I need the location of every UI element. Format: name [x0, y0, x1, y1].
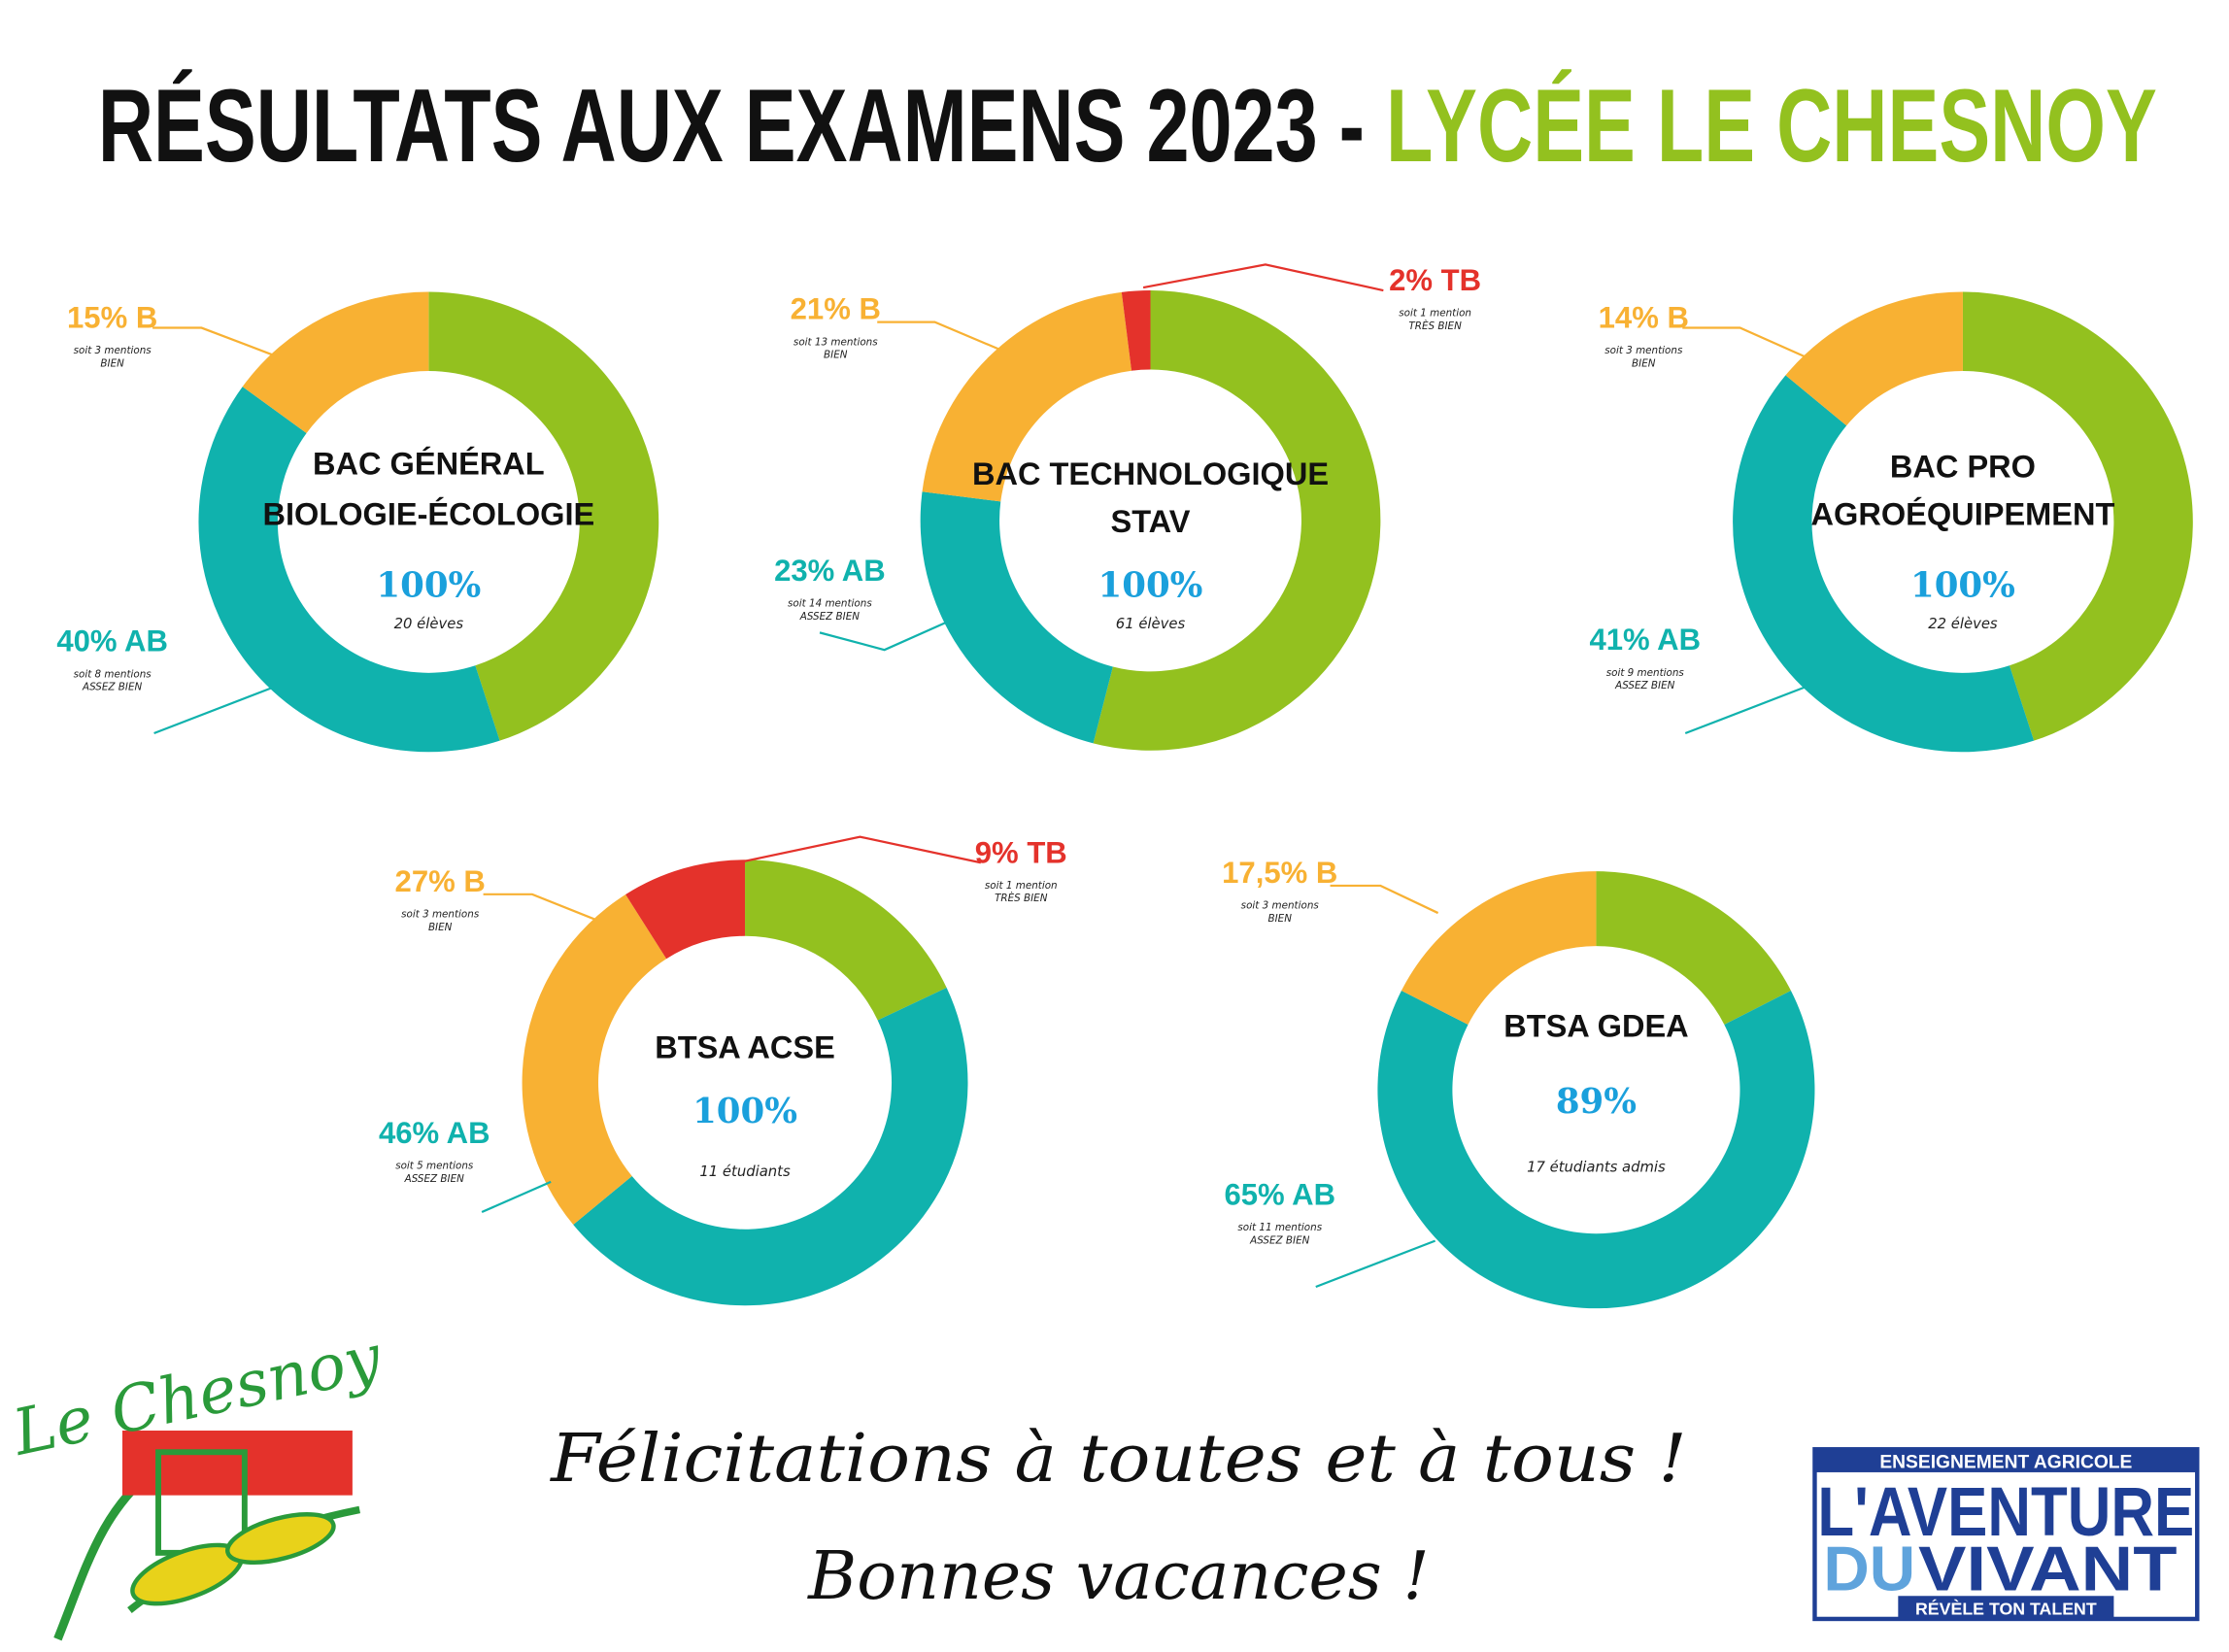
chart-title: STAV [1111, 504, 1191, 539]
segment-note: soit 8 mentions [74, 668, 152, 680]
segment-note: BIEN [1268, 913, 1293, 925]
count-label: 20 élèves [394, 616, 464, 632]
page-title: RÉSULTATS AUX EXAMENS 2023 - LYCÉE LE CH… [98, 68, 2157, 184]
segment-label: 15% B [67, 301, 157, 335]
segment-label: 9% TB [975, 835, 1067, 869]
pass-rate: 89% [1556, 1082, 1637, 1122]
segment-note: ASSEZ BIEN [799, 611, 861, 623]
segment-note: ASSEZ BIEN [404, 1173, 465, 1185]
donut-segment [573, 988, 968, 1306]
leader-line [481, 1180, 552, 1214]
logo-right: ENSEIGNEMENT AGRICOLE L'AVENTURE DU VIVA… [1812, 1447, 2200, 1622]
leader-line [153, 686, 274, 735]
segment-label: 40% AB [56, 624, 168, 658]
segment-note: TRÈS BIEN [1408, 320, 1462, 332]
segment-note: BIEN [428, 922, 453, 933]
chart-title: BTSA ACSE [655, 1030, 835, 1065]
pass-rate: 100% [692, 1092, 797, 1131]
leader-line [483, 893, 597, 922]
segment-note: soit 3 mentions [1241, 900, 1320, 912]
segment-label: 27% B [395, 864, 486, 898]
segment-label: 41% AB [1589, 623, 1701, 657]
leader-line [737, 835, 982, 864]
donut-segment [522, 894, 667, 1226]
donut-segment [625, 860, 746, 960]
segment-label: 21% B [791, 292, 881, 326]
donut-segment [198, 387, 500, 753]
segment-note: soit 9 mentions [1606, 667, 1685, 679]
footer-line: Félicitations à toutes et à tous ! [549, 1421, 1687, 1498]
segment-note: BIEN [824, 350, 848, 361]
donut-segment [1733, 375, 2035, 753]
title-black: RÉSULTATS AUX EXAMENS 2023 - [98, 68, 1386, 184]
segment-note: ASSEZ BIEN [82, 682, 143, 693]
segment-note: soit 3 mentions [74, 345, 152, 356]
leader-line [819, 620, 950, 652]
donut-segment [242, 291, 429, 434]
pass-rate: 100% [1098, 565, 1203, 605]
pass-rate: 100% [1910, 565, 2015, 605]
logo-text: L'AVENTURE [1817, 1474, 2194, 1551]
donut-segment [1596, 871, 1791, 1025]
leader-line [1684, 686, 1806, 735]
donut-segment [1962, 291, 2193, 741]
count-label: 22 élèves [1928, 616, 1998, 632]
leader-line [1315, 1239, 1436, 1289]
chart-title: BAC GÉNÉRAL [313, 446, 545, 482]
donut-segment [1401, 871, 1597, 1025]
chart-title: BTSA GDEA [1503, 1008, 1688, 1043]
donut-segment [922, 291, 1132, 502]
segment-note: soit 14 mentions [788, 598, 872, 610]
segment-label: 46% AB [379, 1116, 490, 1150]
chart-title: BAC TECHNOLOGIQUE [972, 456, 1329, 491]
segment-note: soit 3 mentions [401, 909, 480, 921]
donut-segment [1377, 990, 1815, 1309]
logo-left: Le Chesnoy [6, 1321, 388, 1641]
count-label: 17 étudiants admis [1527, 1160, 1666, 1176]
count-label: 61 élèves [1116, 616, 1186, 632]
segment-note: ASSEZ BIEN [1249, 1235, 1310, 1247]
segment-label: 2% TB [1389, 263, 1481, 297]
segment-note: soit 1 mention [985, 880, 1058, 892]
title-green: LYCÉE LE CHESNOY [1386, 68, 2157, 184]
logo-text: RÉVÈLE TON TALENT [1915, 1599, 2097, 1619]
donut-segment [1093, 290, 1381, 751]
segment-note: soit 11 mentions [1237, 1222, 1322, 1233]
segment-note: soit 13 mentions [794, 336, 878, 348]
logo-text: VIVANT [1918, 1533, 2178, 1603]
chart-title: BIOLOGIE-ÉCOLOGIE [262, 495, 594, 531]
segment-label: 14% B [1599, 301, 1689, 335]
leader-line [1142, 263, 1384, 292]
segment-note: soit 3 mentions [1604, 345, 1683, 356]
segment-label: 65% AB [1224, 1178, 1335, 1212]
leader-line [152, 326, 274, 356]
leader-line [877, 320, 1000, 351]
segment-label: 23% AB [774, 554, 886, 588]
count-label: 11 étudiants [699, 1163, 791, 1180]
donut-segment [745, 860, 947, 1021]
segment-label: 17,5% B [1222, 856, 1337, 890]
chart-title: AGROÉQUIPEMENT [1811, 495, 2115, 531]
segment-note: ASSEZ BIEN [1614, 680, 1675, 691]
segment-note: BIEN [100, 358, 124, 370]
leader-line [1330, 884, 1439, 915]
donut-segment [920, 491, 1113, 744]
footer-line: Bonnes vacances ! [806, 1538, 1430, 1615]
segment-note: soit 5 mentions [395, 1161, 474, 1172]
chart-title: BAC PRO [1890, 449, 2036, 484]
logo-text: ENSEIGNEMENT AGRICOLE [1879, 1453, 2132, 1473]
pass-rate: 100% [376, 565, 481, 605]
segment-note: TRÈS BIEN [995, 892, 1048, 904]
leader-line [1682, 326, 1806, 358]
donut-segment [1785, 291, 1963, 426]
donut-segment [1121, 290, 1151, 371]
segment-note: BIEN [1632, 358, 1656, 370]
segment-note: soit 1 mention [1399, 308, 1471, 320]
logo-text: DU [1823, 1533, 1915, 1603]
donut-segment [428, 291, 659, 741]
